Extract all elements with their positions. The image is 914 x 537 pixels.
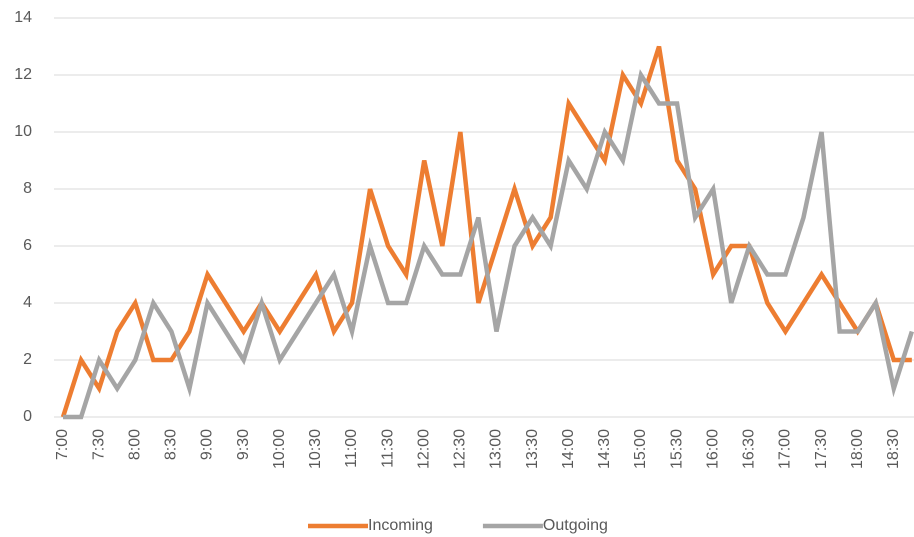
x-tick-label: 15:00 <box>632 429 649 469</box>
legend-label: Incoming <box>368 517 433 534</box>
series-line <box>60 45 912 418</box>
y-tick-label: 6 <box>23 237 32 254</box>
y-tick-label: 0 <box>23 408 32 425</box>
x-tick-label: 7:30 <box>90 429 107 460</box>
x-tick-label: 10:00 <box>271 429 288 469</box>
x-tick-label: 17:00 <box>777 429 794 469</box>
x-tick-label: 11:00 <box>343 429 360 468</box>
x-tick-label: 13:30 <box>524 429 541 469</box>
x-tick-label: 18:30 <box>885 429 902 469</box>
x-tick-label: 12:30 <box>452 429 469 469</box>
y-tick-label: 4 <box>23 294 32 311</box>
x-tick-label: 17:30 <box>813 429 830 469</box>
x-tick-label: 11:30 <box>379 429 396 468</box>
y-tick-label: 2 <box>23 351 32 368</box>
x-tick-label: 16:30 <box>741 429 758 469</box>
x-tick-label: 8:30 <box>163 429 180 460</box>
series-line <box>63 69 914 420</box>
y-tick-label: 8 <box>23 180 32 197</box>
x-tick-label: 7:00 <box>54 429 71 460</box>
x-tick-label: 15:30 <box>668 429 685 469</box>
y-tick-label: 12 <box>14 66 32 83</box>
y-tick-label: 14 <box>14 9 32 26</box>
x-tick-label: 9:00 <box>199 429 216 460</box>
y-tick-label: 10 <box>14 123 32 140</box>
plot <box>60 45 914 420</box>
x-tick-label: 8:00 <box>126 429 143 460</box>
x-tick-label: 9:30 <box>235 429 252 460</box>
legend-item: Incoming <box>308 517 433 534</box>
legend-item: Outgoing <box>482 517 608 534</box>
x-tick-label: 14:30 <box>596 429 613 469</box>
x-tick-label: 13:00 <box>488 429 505 469</box>
x-tick-label: 18:00 <box>849 429 866 469</box>
x-tick-label: 16:00 <box>704 429 721 469</box>
x-tick-label: 10:30 <box>307 429 324 469</box>
x-tick-label: 12:00 <box>415 429 432 469</box>
x-tick-label: 14:00 <box>560 429 577 469</box>
legend-label: Outgoing <box>543 517 608 534</box>
